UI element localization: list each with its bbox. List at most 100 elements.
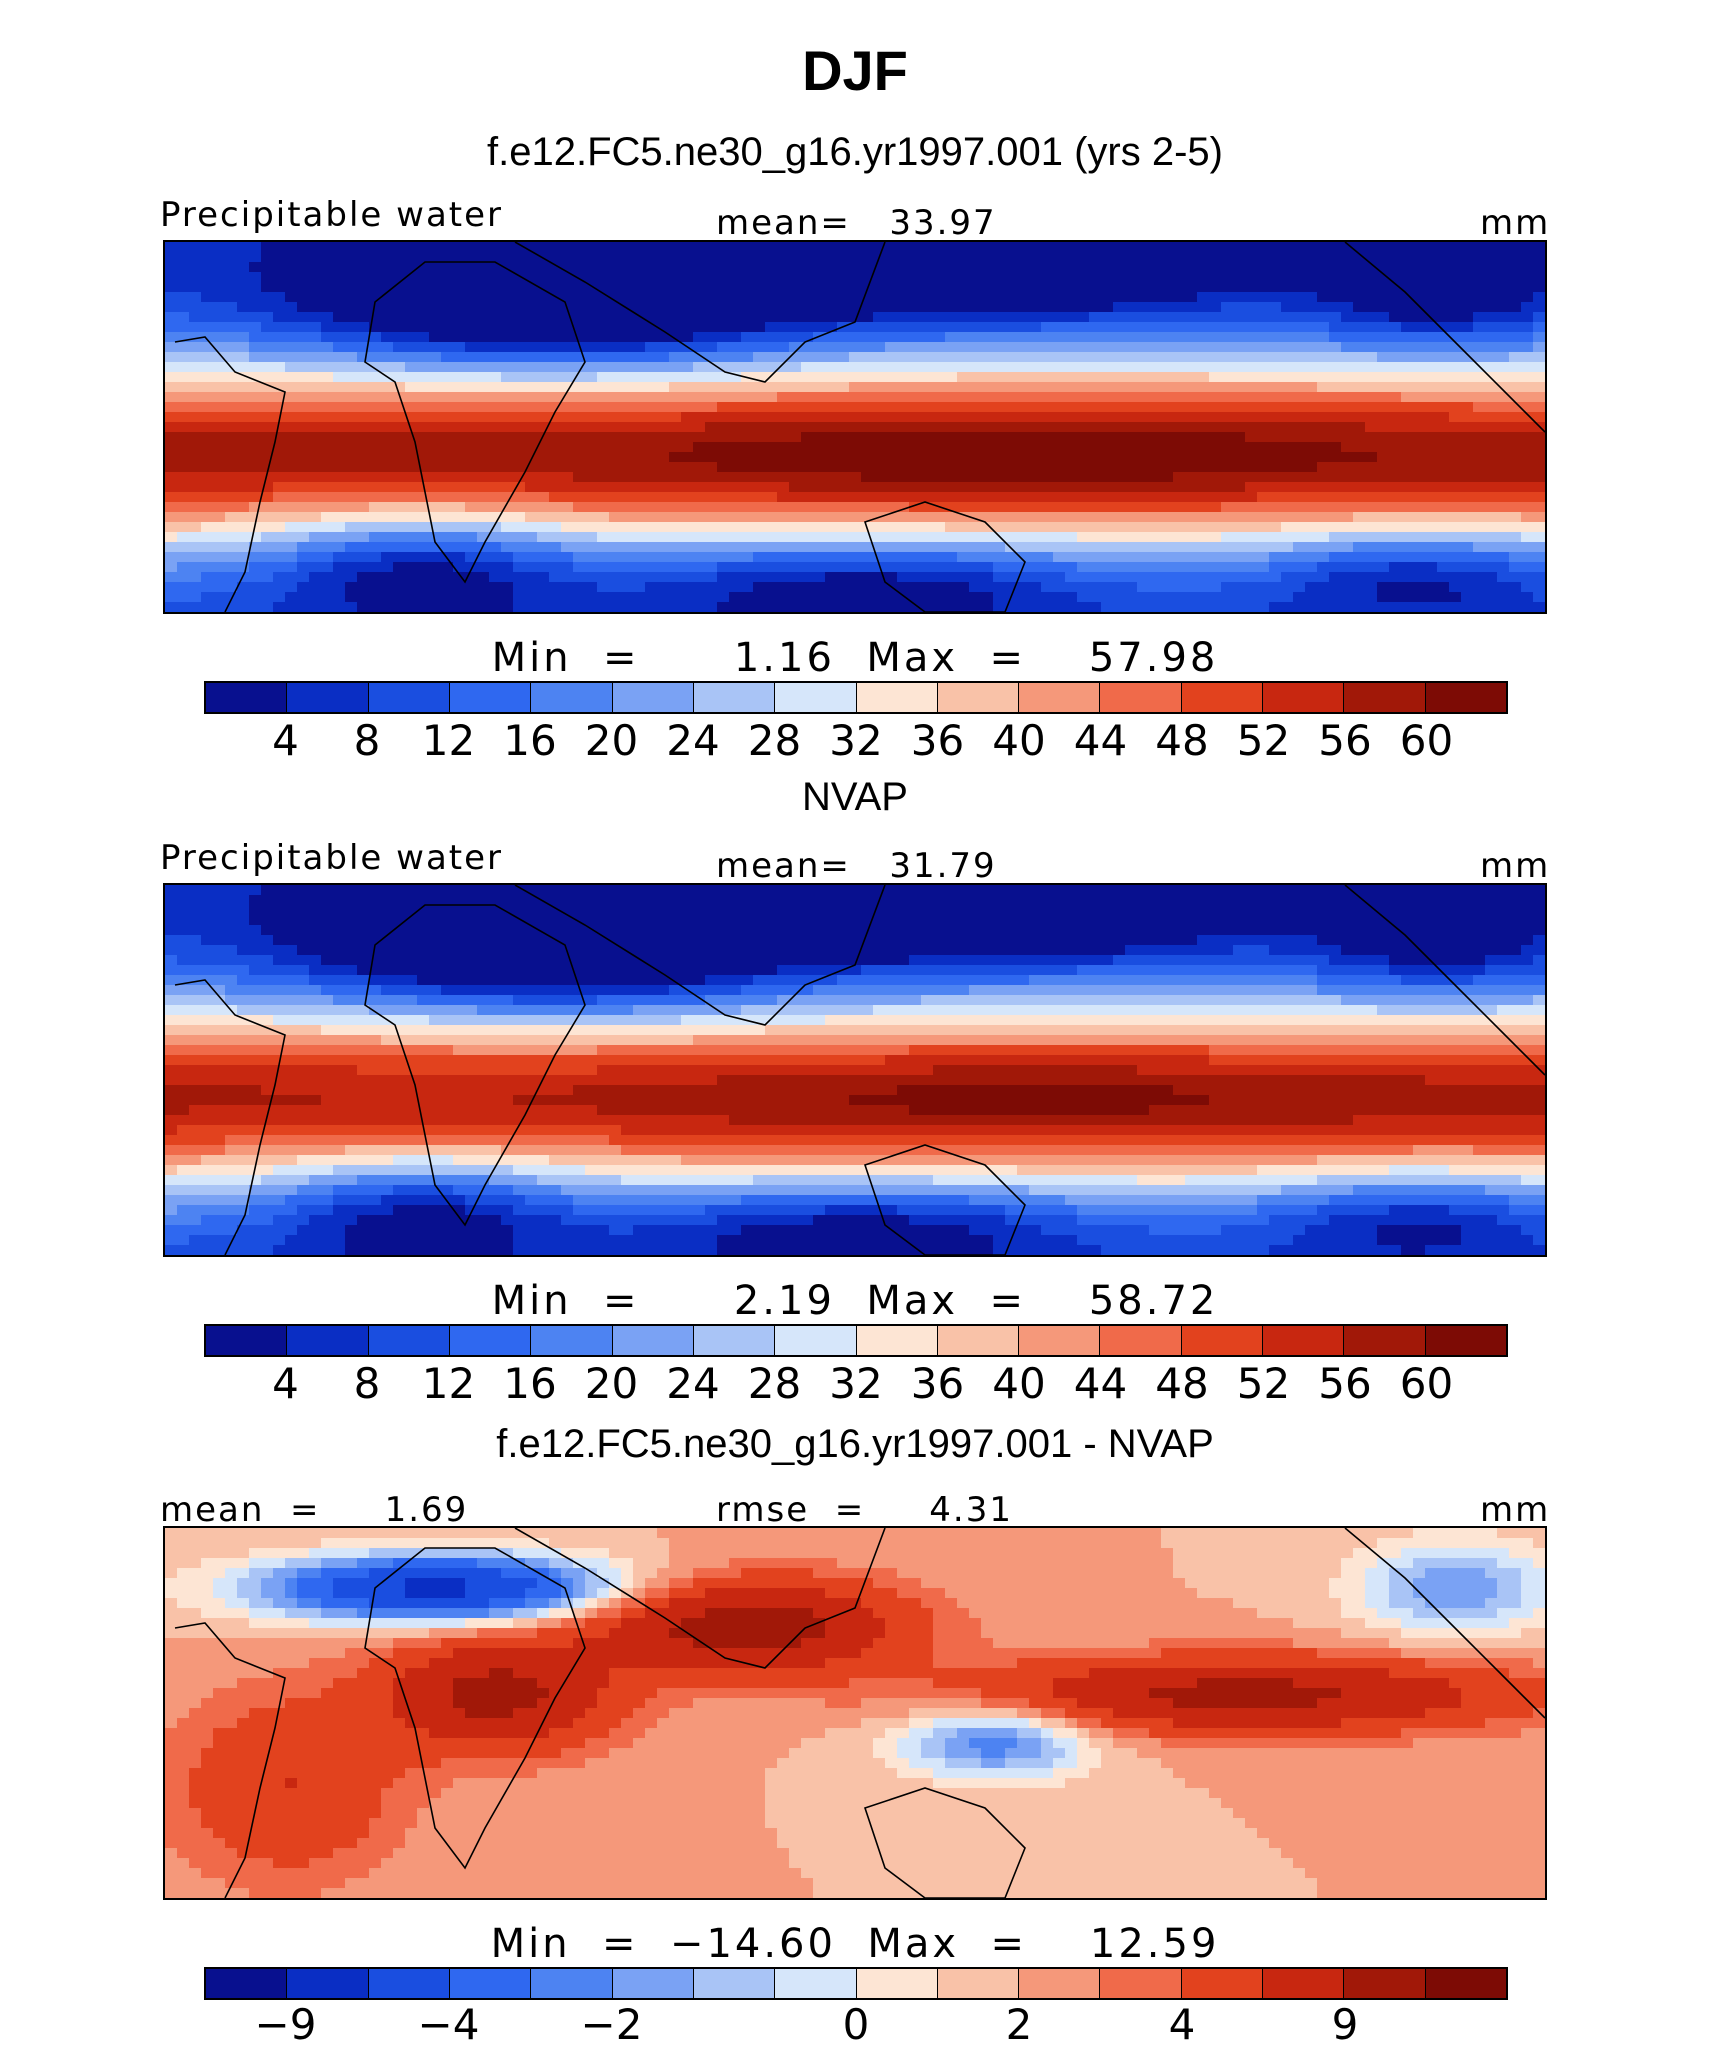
- panel-2-units-label: mm: [1480, 846, 1550, 886]
- panel-2-title: NVAP: [0, 775, 1710, 820]
- colorbar-box: [1263, 683, 1344, 712]
- colorbar-tick-label: 2: [1006, 2000, 1033, 2049]
- colorbar-tick-label: 32: [829, 716, 882, 765]
- colorbar-tick-label: −4: [418, 2000, 480, 2049]
- colorbar-tick-label: 40: [992, 716, 1045, 765]
- colorbar-tick-label: 60: [1400, 1359, 1453, 1408]
- colorbar-box: [1263, 1326, 1344, 1355]
- colorbar-box: [1426, 1969, 1506, 1998]
- colorbar-box: [857, 683, 938, 712]
- panel-3-colorbar: [204, 1967, 1508, 2000]
- panel-1-mean-label: mean= 33.97: [716, 203, 997, 243]
- panel-3-rmse-label: rmse = 4.31: [716, 1490, 1013, 1530]
- colorbar-box: [1182, 683, 1263, 712]
- panel-2-colorbar: [204, 1324, 1508, 1357]
- colorbar-tick-label: 24: [666, 1359, 719, 1408]
- colorbar-box: [613, 1969, 694, 1998]
- colorbar-tick-label: 9: [1332, 2000, 1359, 2049]
- colorbar-tick-label: 48: [1155, 716, 1208, 765]
- colorbar-box: [857, 1326, 938, 1355]
- colorbar-tick-label: 4: [1169, 2000, 1196, 2049]
- panel-1-title: f.e12.FC5.ne30_g16.yr1997.001 (yrs 2-5): [0, 130, 1710, 175]
- colorbar-box: [531, 1969, 612, 1998]
- colorbar-tick-label: 16: [503, 1359, 556, 1408]
- colorbar-tick-label: 4: [272, 1359, 299, 1408]
- colorbar-tick-label: 8: [354, 716, 381, 765]
- colorbar-tick-label: −9: [255, 2000, 317, 2049]
- colorbar-box: [613, 683, 694, 712]
- figure-title: DJF: [0, 38, 1710, 103]
- colorbar-tick-label: 56: [1318, 1359, 1371, 1408]
- colorbar-box: [1263, 1969, 1344, 1998]
- colorbar-box: [287, 683, 368, 712]
- colorbar-box: [694, 1969, 775, 1998]
- panel-2-mean-label: mean= 31.79: [716, 846, 997, 886]
- colorbar-tick-label: 44: [1074, 1359, 1127, 1408]
- colorbar-tick-label: −2: [581, 2000, 643, 2049]
- panel-3-minmax: Min = −14.60 Max = 12.59: [0, 1921, 1710, 1967]
- colorbar-tick-label: 20: [585, 716, 638, 765]
- colorbar-tick-label: 60: [1400, 716, 1453, 765]
- panel-1-variable-label: Precipitable water: [160, 195, 503, 235]
- colorbar-box: [369, 1969, 450, 1998]
- colorbar-tick-label: 24: [666, 716, 719, 765]
- colorbar-tick-label: 56: [1318, 716, 1371, 765]
- colorbar-box: [450, 683, 531, 712]
- colorbar-tick-label: 36: [911, 1359, 964, 1408]
- colorbar-box: [369, 683, 450, 712]
- panel-3-units-label: mm: [1480, 1490, 1550, 1530]
- colorbar-tick-label: 40: [992, 1359, 1045, 1408]
- colorbar-box: [1182, 1969, 1263, 1998]
- colorbar-box: [531, 683, 612, 712]
- colorbar-box: [450, 1326, 531, 1355]
- colorbar-tick-label: 36: [911, 716, 964, 765]
- colorbar-tick-label: 20: [585, 1359, 638, 1408]
- colorbar-tick-label: 52: [1237, 716, 1290, 765]
- colorbar-tick-label: 44: [1074, 716, 1127, 765]
- colorbar-box: [1344, 1969, 1425, 1998]
- colorbar-box: [1019, 683, 1100, 712]
- colorbar-box: [369, 1326, 450, 1355]
- colorbar-tick-label: 16: [503, 716, 556, 765]
- colorbar-box: [694, 1326, 775, 1355]
- colorbar-box: [775, 683, 856, 712]
- colorbar-box: [938, 1969, 1019, 1998]
- colorbar-box: [1100, 683, 1181, 712]
- colorbar-box: [1344, 1326, 1425, 1355]
- colorbar-box: [613, 1326, 694, 1355]
- colorbar-tick-label: 52: [1237, 1359, 1290, 1408]
- colorbar-box: [531, 1326, 612, 1355]
- colorbar-box: [206, 1326, 287, 1355]
- colorbar-box: [1426, 1326, 1506, 1355]
- panel-2-map: [163, 883, 1547, 1257]
- colorbar-box: [1100, 1326, 1181, 1355]
- colorbar-tick-label: 28: [748, 1359, 801, 1408]
- colorbar-tick-label: 0: [843, 2000, 870, 2049]
- panel-2-minmax: Min = 2.19 Max = 58.72: [0, 1278, 1710, 1324]
- panel-2-variable-label: Precipitable water: [160, 838, 503, 878]
- colorbar-box: [694, 683, 775, 712]
- panel-3-map: [163, 1526, 1547, 1900]
- colorbar-tick-label: 4: [272, 716, 299, 765]
- colorbar-box: [1019, 1326, 1100, 1355]
- colorbar-box: [1426, 683, 1506, 712]
- colorbar-tick-label: 32: [829, 1359, 882, 1408]
- panel-1-colorbar: [204, 681, 1508, 714]
- colorbar-tick-label: 48: [1155, 1359, 1208, 1408]
- panel-3-mean-label: mean = 1.69: [160, 1490, 468, 1530]
- colorbar-box: [287, 1326, 368, 1355]
- panel-3-title: f.e12.FC5.ne30_g16.yr1997.001 - NVAP: [0, 1422, 1710, 1467]
- colorbar-box: [206, 683, 287, 712]
- panel-1-map: [163, 240, 1547, 614]
- colorbar-box: [287, 1969, 368, 1998]
- colorbar-box: [938, 1326, 1019, 1355]
- panel-1-units-label: mm: [1480, 203, 1550, 243]
- colorbar-box: [1019, 1969, 1100, 1998]
- colorbar-box: [938, 683, 1019, 712]
- colorbar-box: [1344, 683, 1425, 712]
- colorbar-tick-label: 12: [422, 1359, 475, 1408]
- colorbar-box: [775, 1326, 856, 1355]
- colorbar-box: [206, 1969, 287, 1998]
- colorbar-tick-label: 8: [354, 1359, 381, 1408]
- colorbar-box: [1182, 1326, 1263, 1355]
